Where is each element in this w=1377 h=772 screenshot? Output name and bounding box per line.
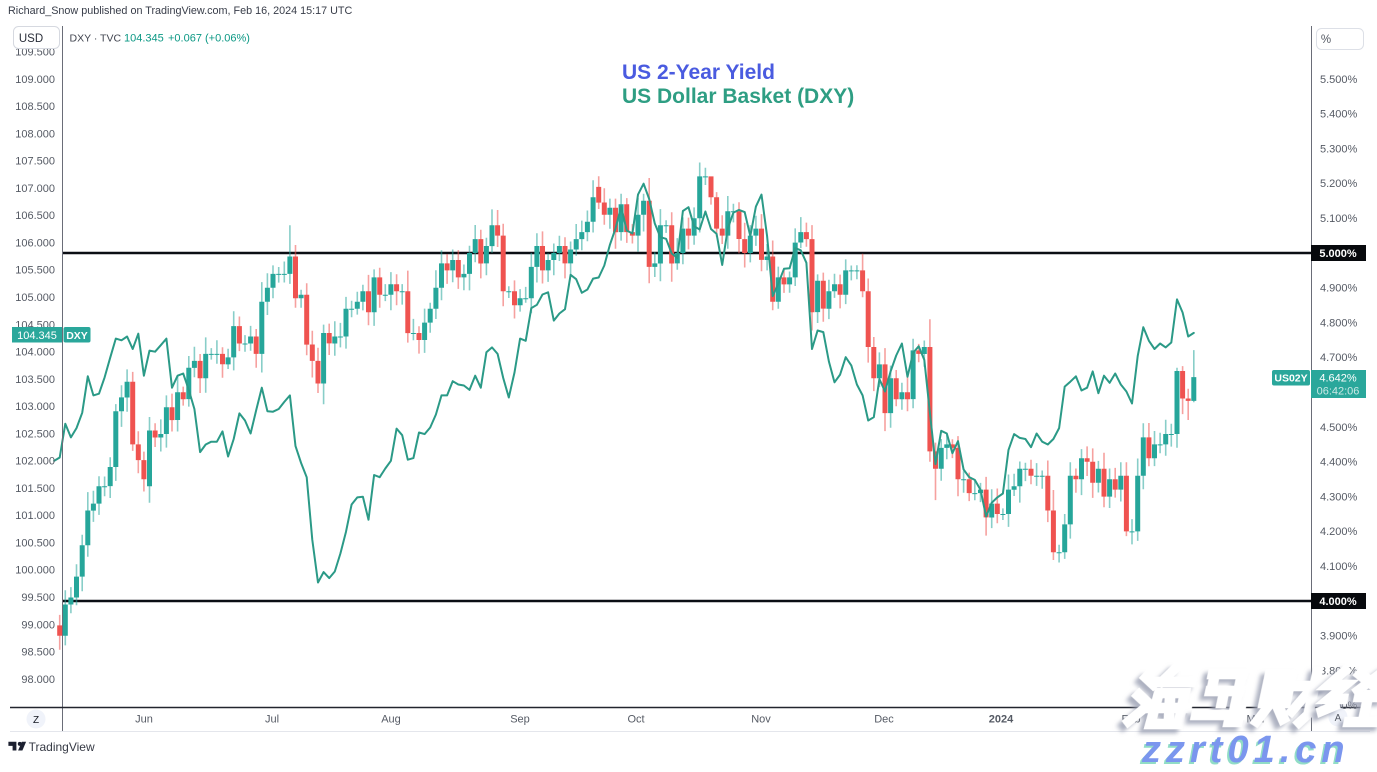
svg-text:105.500: 105.500 xyxy=(15,265,55,277)
svg-text:106.500: 106.500 xyxy=(15,210,55,222)
svg-text:Dec: Dec xyxy=(874,714,894,726)
svg-text:Richard_Snow published on Trad: Richard_Snow published on TradingView.co… xyxy=(8,5,353,17)
svg-text:USD: USD xyxy=(19,33,43,45)
svg-text:4.800%: 4.800% xyxy=(1320,317,1358,329)
svg-text:DXY · TVC: DXY · TVC xyxy=(70,33,122,45)
svg-text:4.200%: 4.200% xyxy=(1320,526,1358,538)
svg-text:108.500: 108.500 xyxy=(15,101,55,113)
svg-text:107.500: 107.500 xyxy=(15,156,55,168)
svg-text:Sep: Sep xyxy=(510,714,530,726)
svg-text:Jul: Jul xyxy=(265,714,279,726)
svg-text:A: A xyxy=(1335,713,1342,724)
svg-text:102.000: 102.000 xyxy=(15,456,55,468)
svg-text:06:42:06: 06:42:06 xyxy=(1317,386,1360,398)
svg-text:5.100%: 5.100% xyxy=(1320,213,1358,225)
svg-text:Aug: Aug xyxy=(381,714,401,726)
svg-text:3.900%: 3.900% xyxy=(1320,631,1358,643)
svg-text:104.345: 104.345 xyxy=(17,330,57,342)
svg-text:99.500: 99.500 xyxy=(21,592,55,604)
svg-text:102.500: 102.500 xyxy=(15,428,55,440)
svg-text:%: % xyxy=(1321,34,1331,46)
svg-text:107.000: 107.000 xyxy=(15,183,55,195)
svg-text:104.000: 104.000 xyxy=(15,347,55,359)
svg-text:4.500%: 4.500% xyxy=(1320,422,1358,434)
svg-text:Nov: Nov xyxy=(751,714,771,726)
svg-text:100.000: 100.000 xyxy=(15,565,55,577)
svg-text:4.100%: 4.100% xyxy=(1320,561,1358,573)
svg-text:105.000: 105.000 xyxy=(15,292,55,304)
svg-text:Z: Z xyxy=(33,715,39,726)
svg-text:4.642%: 4.642% xyxy=(1319,373,1357,385)
svg-text:4.700%: 4.700% xyxy=(1320,352,1358,364)
svg-text:4.300%: 4.300% xyxy=(1320,491,1358,503)
svg-text:103.500: 103.500 xyxy=(15,374,55,386)
svg-text:5.400%: 5.400% xyxy=(1320,109,1358,121)
svg-text:104.345: 104.345 xyxy=(124,33,164,45)
svg-text:TradingView: TradingView xyxy=(29,740,95,754)
svg-text:106.000: 106.000 xyxy=(15,237,55,249)
svg-text:4.000%: 4.000% xyxy=(1319,596,1357,608)
svg-text:2024: 2024 xyxy=(989,714,1014,726)
svg-text:103.000: 103.000 xyxy=(15,401,55,413)
svg-text:Jun: Jun xyxy=(135,714,153,726)
svg-text:4.400%: 4.400% xyxy=(1320,457,1358,469)
svg-text:+0.067 (+0.06%): +0.067 (+0.06%) xyxy=(168,33,250,45)
svg-text:US 2-Year Yield: US 2-Year Yield xyxy=(622,61,775,84)
svg-text:US02Y: US02Y xyxy=(1274,373,1307,385)
svg-text:100.500: 100.500 xyxy=(15,537,55,549)
svg-text:108.000: 108.000 xyxy=(15,128,55,140)
svg-text:Oct: Oct xyxy=(627,714,644,726)
svg-text:101.000: 101.000 xyxy=(15,510,55,522)
svg-text:99.000: 99.000 xyxy=(21,619,55,631)
svg-text:US Dollar Basket (DXY): US Dollar Basket (DXY) xyxy=(622,85,854,108)
svg-text:109.500: 109.500 xyxy=(15,47,55,59)
svg-text:101.500: 101.500 xyxy=(15,483,55,495)
svg-text:5.300%: 5.300% xyxy=(1320,143,1358,155)
svg-text:98.000: 98.000 xyxy=(21,674,55,686)
svg-text:DXY: DXY xyxy=(66,330,88,342)
svg-text:5.200%: 5.200% xyxy=(1320,178,1358,190)
svg-text:4.900%: 4.900% xyxy=(1320,283,1358,295)
svg-text:5.000%: 5.000% xyxy=(1319,248,1357,260)
svg-text:109.000: 109.000 xyxy=(15,74,55,86)
svg-text:5.500%: 5.500% xyxy=(1320,74,1358,86)
svg-text:98.500: 98.500 xyxy=(21,647,55,659)
